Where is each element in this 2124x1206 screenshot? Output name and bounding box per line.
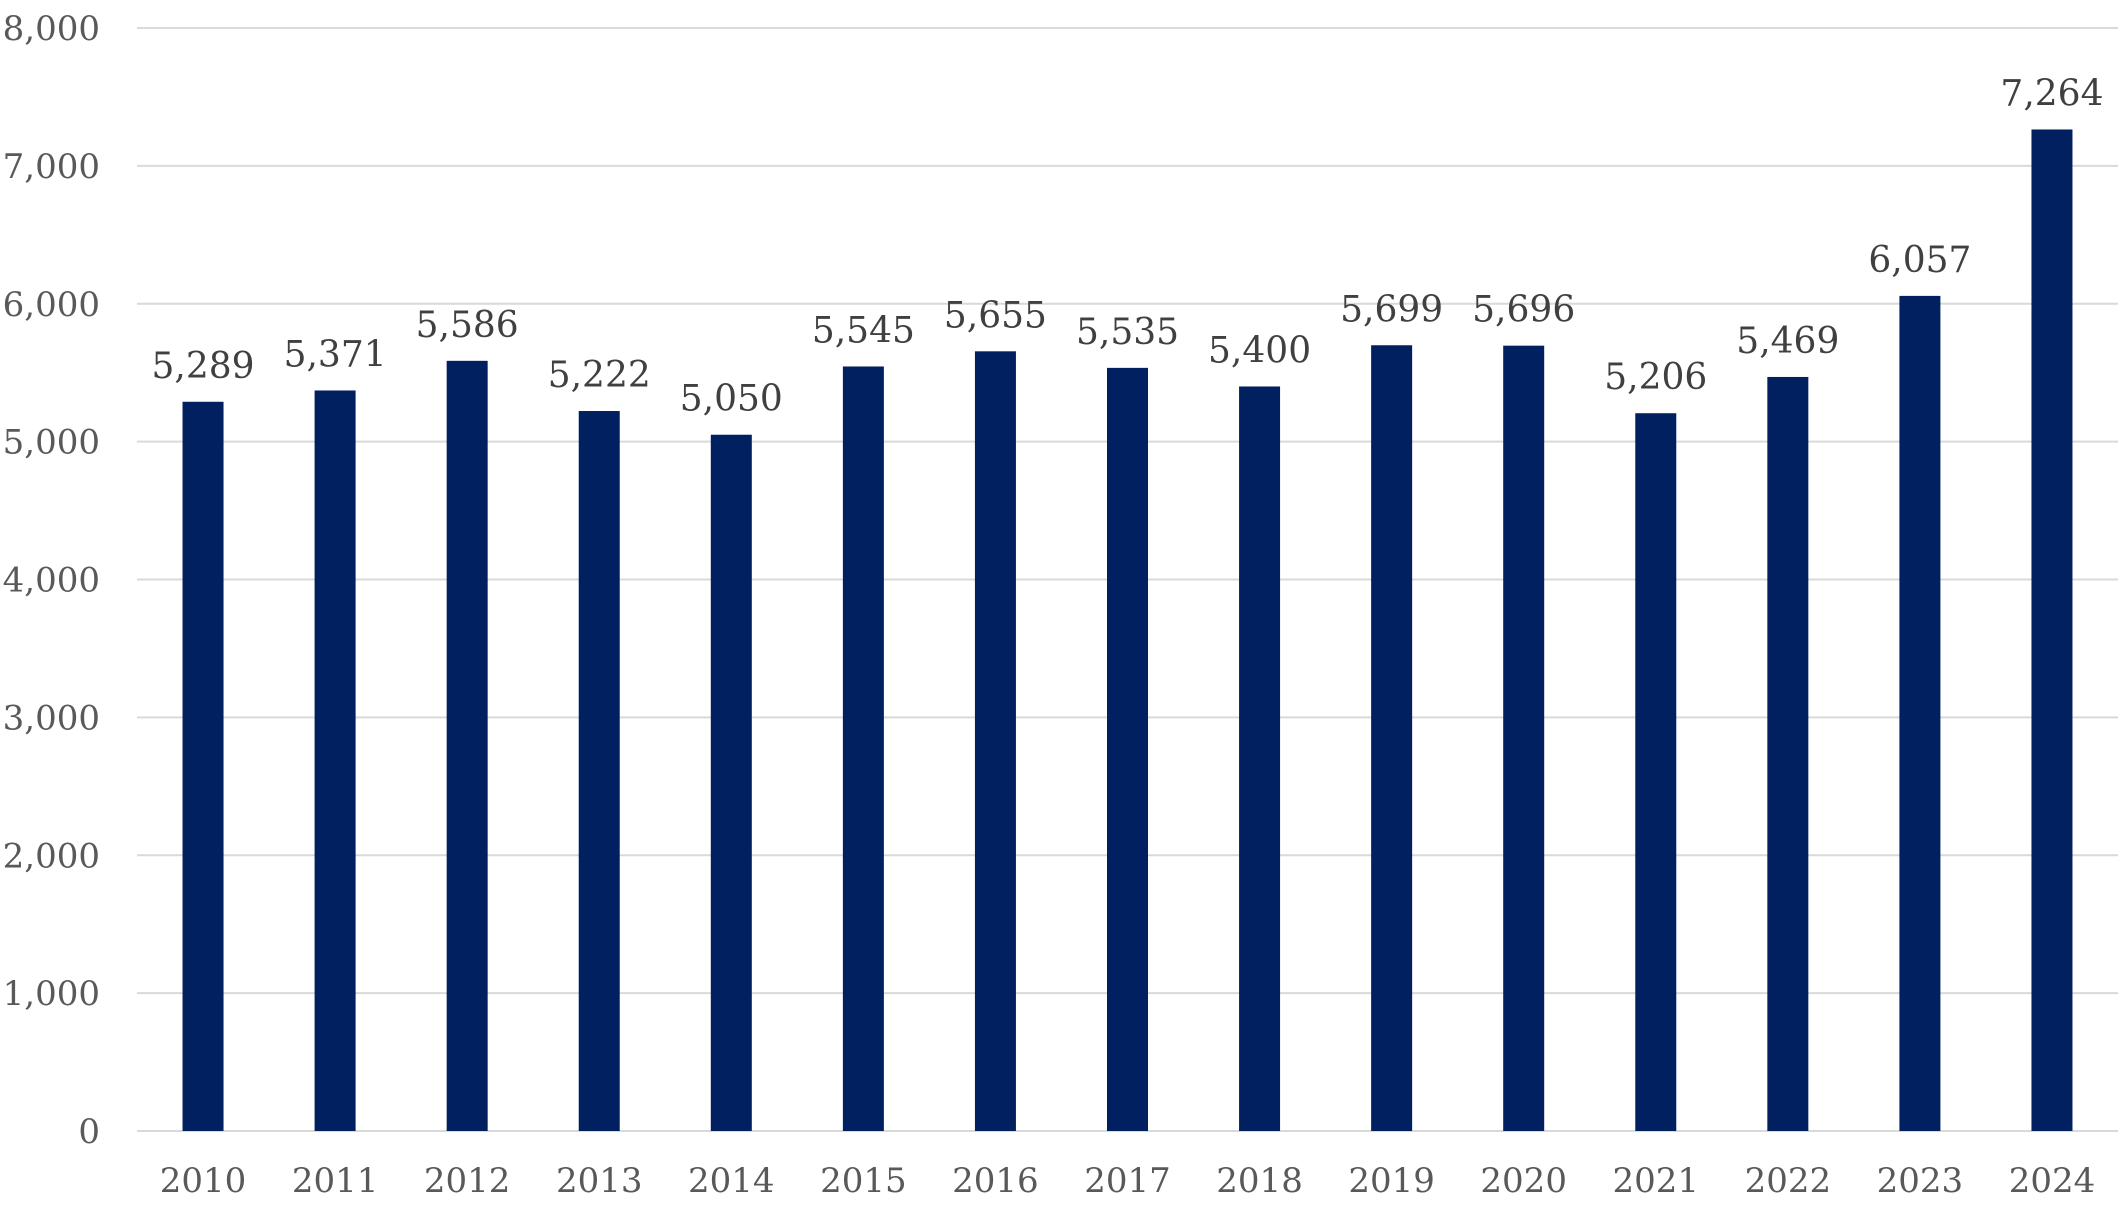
data-label: 6,057 <box>1868 240 1971 281</box>
data-label: 5,699 <box>1340 289 1443 330</box>
data-label: 5,206 <box>1604 357 1707 398</box>
x-tick-label: 2010 <box>160 1161 247 1201</box>
bar <box>1371 345 1413 1131</box>
x-tick-label: 2022 <box>1745 1161 1832 1201</box>
data-label: 5,371 <box>284 334 387 375</box>
bar <box>1767 376 1809 1131</box>
bar <box>446 360 488 1131</box>
data-label: 5,655 <box>944 295 1047 336</box>
data-label: 5,050 <box>680 379 783 420</box>
bars <box>182 129 2073 1132</box>
data-label: 5,469 <box>1736 321 1839 362</box>
data-label: 5,586 <box>416 305 519 346</box>
bar <box>1503 345 1545 1131</box>
x-tick-label: 2016 <box>952 1161 1039 1201</box>
x-tick-label: 2014 <box>688 1161 775 1201</box>
x-tick-label: 2012 <box>424 1161 511 1201</box>
data-labels: 5,289 5,371 5,586 5,222 5,050 5,545 5,655 5,535… <box>152 73 2104 419</box>
y-tick-label: 1,000 <box>3 974 100 1014</box>
y-tick-label: 8,000 <box>3 9 100 49</box>
x-tick-label: 2021 <box>1613 1161 1700 1201</box>
bar <box>842 366 884 1131</box>
bar <box>1107 367 1148 1131</box>
x-axis-ticks: 2010 2011 2012 2013 2014 2015 2016 2017 2018 2019… <box>160 1161 2095 1201</box>
bar <box>1635 413 1677 1131</box>
bar <box>1899 295 1941 1131</box>
bar <box>578 411 620 1132</box>
bar <box>182 401 224 1131</box>
y-tick-label: 5,000 <box>3 423 100 463</box>
x-tick-label: 2019 <box>1348 1161 1435 1201</box>
x-tick-label: 2013 <box>556 1161 643 1201</box>
y-tick-label: 4,000 <box>3 561 100 601</box>
x-tick-label: 2018 <box>1216 1161 1303 1201</box>
y-tick-label: 3,000 <box>3 698 100 738</box>
data-label: 5,222 <box>548 355 651 396</box>
x-tick-label: 2011 <box>292 1161 379 1201</box>
y-tick-label: 0 <box>78 1112 100 1152</box>
data-label: 5,289 <box>152 346 255 387</box>
bar <box>974 351 1016 1131</box>
y-tick-label: 2,000 <box>3 836 100 876</box>
x-tick-label: 2023 <box>1877 1161 1964 1201</box>
bar <box>314 390 356 1131</box>
x-tick-label: 2020 <box>1480 1161 1567 1201</box>
data-label: 5,535 <box>1076 312 1179 353</box>
bar <box>710 434 752 1131</box>
x-tick-label: 2017 <box>1084 1161 1171 1201</box>
data-label: 5,400 <box>1208 330 1311 371</box>
y-tick-label: 7,000 <box>3 147 100 187</box>
bar <box>2031 129 2073 1131</box>
data-label: 5,545 <box>812 310 915 351</box>
x-tick-label: 2024 <box>2009 1161 2096 1201</box>
x-tick-label: 2015 <box>820 1161 907 1201</box>
bar <box>1239 386 1281 1132</box>
data-label: 5,696 <box>1472 290 1575 331</box>
y-tick-label: 6,000 <box>3 285 100 325</box>
y-axis-ticks: 0 1,000 2,000 3,000 4,000 5,000 6,000 7,000 8,00… <box>3 9 100 1152</box>
data-label: 7,264 <box>2000 73 2103 114</box>
